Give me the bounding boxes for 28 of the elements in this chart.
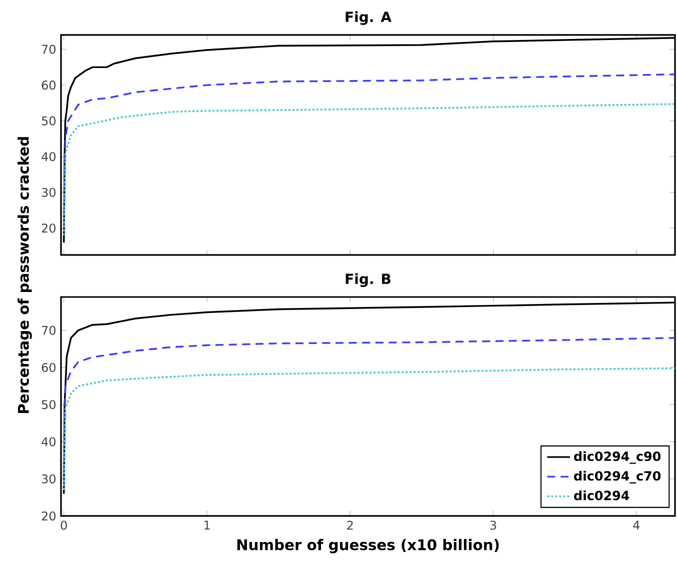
- y-tick-label: 70: [42, 326, 56, 335]
- y-tick-label: 60: [42, 362, 56, 372]
- y-tick-label: 20: [42, 224, 56, 233]
- y-tick-label: 20: [42, 511, 56, 521]
- y-tick-label: 60: [42, 80, 56, 90]
- y-axis-title: Percentage of passwords cracked: [18, 137, 32, 413]
- legend-label: dic0294: [574, 490, 630, 500]
- y-tick-label: 30: [42, 474, 56, 484]
- x-axis-title: Number of guesses (x10 billion): [237, 538, 499, 554]
- y-tick-label: 30: [42, 188, 56, 197]
- line-series: [63, 73, 675, 230]
- legend-label: dic0294_c70: [574, 470, 661, 484]
- x-tick-label: 3: [490, 520, 496, 530]
- x-tick-label: 1: [204, 520, 210, 530]
- y-tick-label: 40: [42, 437, 56, 446]
- chart-title: Fig. B: [346, 273, 390, 287]
- line-series: [63, 367, 675, 491]
- legend-label: dic0294_c90: [574, 451, 661, 464]
- x-tick-label: 0: [60, 520, 67, 530]
- x-tick-label: 2: [347, 520, 353, 530]
- y-tick-label: 70: [42, 44, 56, 54]
- y-tick-label: 50: [42, 116, 56, 126]
- y-tick-label: 40: [42, 152, 56, 162]
- chart-title: Fig. A: [346, 11, 392, 25]
- y-tick-label: 50: [42, 400, 56, 410]
- line-series: [63, 103, 675, 236]
- x-tick-label: 4: [633, 520, 640, 530]
- line-series: [63, 336, 675, 488]
